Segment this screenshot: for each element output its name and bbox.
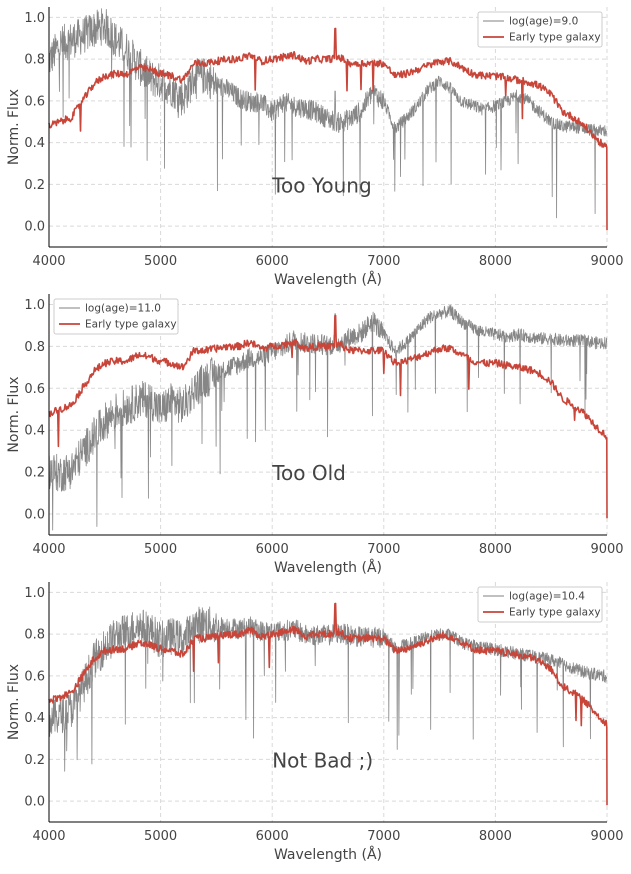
y-tick-label: 0.2 [24,466,45,481]
y-tick-label: 0.4 [24,711,45,726]
legend-label: Early type galaxy [509,607,601,619]
chart-panel-2: 4000 5000 6000 7000 8000 9000 0.0 0.2 0.4 0.6 0.8 1… [6,294,624,576]
y-tick-label: 1.0 [24,298,45,313]
panel-annotation: Not Bad ;) [272,748,373,772]
y-tick-label: 0.0 [24,508,45,523]
y-tick-label: 1.0 [24,586,45,601]
x-tick-label: 7000 [367,254,400,269]
model-spectrum-line [48,304,608,531]
y-tick-label: 0.4 [24,136,45,151]
y-tick-label: 0.8 [24,53,45,68]
model-spectrum-line [48,8,608,219]
y-tick-label: 0.2 [24,753,45,768]
chart-panel-3: 4000 5000 6000 7000 8000 9000 0.0 0.2 0.4 0.6 0.8 1… [6,582,624,863]
legend: log(age)=11.0 Early type galaxy [53,298,179,335]
x-tick-label: 5000 [144,254,177,269]
y-tick-label: 0.4 [24,424,45,439]
legend-label: log(age)=11.0 [85,303,161,315]
y-tick-label: 0.0 [24,795,45,810]
x-tick-label: 9000 [590,829,623,844]
y-tick-label: 0.2 [24,178,45,193]
y-tick-label: 0.8 [24,340,45,355]
legend: log(age)=10.4 Early type galaxy [477,586,603,623]
x-tick-label: 9000 [590,542,623,557]
x-tick-label: 4000 [32,829,65,844]
legend-box [53,298,179,335]
legend-label: log(age)=9.0 [509,16,578,28]
chart-panel-1: 4000 5000 6000 7000 8000 9000 0.0 0.2 0.4 0.6 0.8 1… [6,7,624,288]
y-axis-label: Norm. Flux [6,664,22,740]
legend-box [477,586,603,623]
y-axis-label: Norm. Flux [6,89,22,165]
y-tick-label: 0.8 [24,628,45,643]
y-tick-label: 0.6 [24,669,45,684]
model-spectrum-line [48,603,608,772]
x-tick-label: 4000 [32,542,65,557]
panel-annotation: Too Young [271,173,372,197]
x-tick-label: 8000 [479,829,512,844]
y-tick-label: 0.6 [24,382,45,397]
x-tick-label: 6000 [256,542,289,557]
x-axis-label: Wavelength (Å) [274,271,382,288]
y-axis-label: Norm. Flux [6,376,22,452]
x-tick-label: 7000 [367,829,400,844]
x-tick-label: 7000 [367,542,400,557]
x-tick-label: 5000 [144,829,177,844]
legend: log(age)=9.0 Early type galaxy [477,11,603,48]
x-tick-label: 4000 [32,254,65,269]
legend-box [477,11,603,48]
x-tick-label: 6000 [256,254,289,269]
galaxy-spectrum-line [48,602,608,806]
legend-label: Early type galaxy [85,319,177,331]
x-tick-label: 9000 [590,254,623,269]
galaxy-spectrum-line [48,314,608,519]
x-axis-label: Wavelength (Å) [274,559,382,576]
x-tick-label: 6000 [256,829,289,844]
x-tick-label: 8000 [479,254,512,269]
x-tick-label: 8000 [479,542,512,557]
y-tick-label: 1.0 [24,11,45,26]
y-tick-label: 0.6 [24,94,45,109]
galaxy-spectrum-line [48,27,608,231]
panel-annotation: Too Old [271,461,346,485]
x-tick-label: 5000 [144,542,177,557]
x-axis-label: Wavelength (Å) [274,846,382,863]
y-tick-label: 0.0 [24,220,45,235]
legend-label: log(age)=10.4 [509,591,585,603]
legend-label: Early type galaxy [509,32,601,44]
